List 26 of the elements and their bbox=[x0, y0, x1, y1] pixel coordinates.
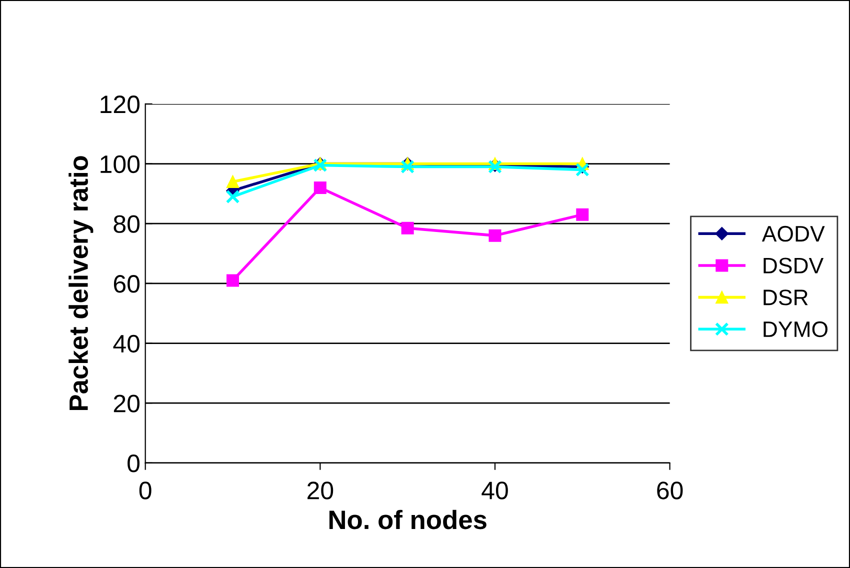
point bbox=[314, 181, 326, 194]
x-tick-label: 40 bbox=[482, 482, 508, 500]
legend-label: DYMO bbox=[764, 321, 828, 338]
point bbox=[488, 229, 502, 242]
y-axis-title: Packet delivery ratio bbox=[68, 156, 94, 410]
y-tick-label: 0 bbox=[128, 454, 140, 472]
point bbox=[226, 274, 240, 287]
y-tick-label: 60 bbox=[114, 275, 140, 293]
y-tick-label: 40 bbox=[113, 334, 140, 353]
point bbox=[400, 160, 415, 174]
point bbox=[401, 222, 414, 234]
y-tick-label: 100 bbox=[100, 155, 140, 174]
x-tick-label: 60 bbox=[657, 482, 683, 500]
legend-label: DSR bbox=[764, 290, 808, 306]
legend-label: DSDV bbox=[764, 258, 824, 274]
point bbox=[226, 175, 240, 188]
point bbox=[575, 162, 590, 177]
x-tick-label: 0 bbox=[139, 482, 152, 500]
point bbox=[576, 208, 589, 221]
point bbox=[226, 190, 240, 204]
y-tick-label: 120 bbox=[100, 96, 140, 114]
y-tick-label: 20 bbox=[114, 394, 140, 412]
y-tick-label: 80 bbox=[114, 215, 140, 233]
legend-label: AODV bbox=[762, 226, 825, 242]
x-axis-title: No. of nodes bbox=[329, 510, 486, 530]
x-tick-label: 20 bbox=[308, 482, 334, 500]
